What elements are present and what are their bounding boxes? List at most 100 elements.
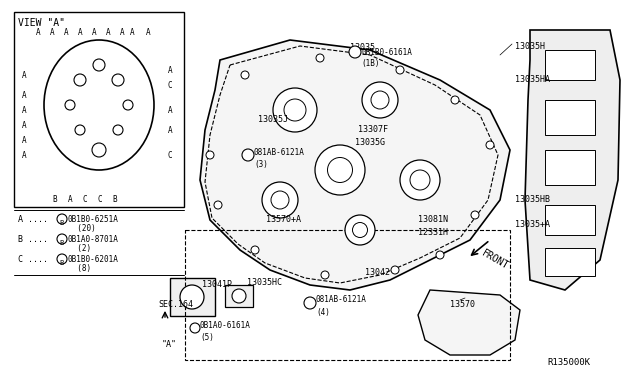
Text: B: B: [52, 195, 58, 204]
Text: A: A: [36, 28, 40, 37]
Text: SEC.164: SEC.164: [158, 300, 193, 309]
Circle shape: [112, 74, 124, 86]
Circle shape: [304, 297, 316, 309]
Text: A: A: [130, 28, 134, 37]
Text: 0B1A0-8701A: 0B1A0-8701A: [68, 235, 119, 244]
Text: (4): (4): [316, 308, 330, 317]
Bar: [545, 150, 595, 185]
Circle shape: [321, 271, 329, 279]
Text: "A": "A": [162, 340, 177, 349]
Text: 13035G: 13035G: [355, 138, 385, 147]
Circle shape: [232, 289, 246, 303]
Text: A: A: [22, 90, 26, 99]
Circle shape: [328, 157, 353, 183]
Polygon shape: [418, 290, 520, 355]
Bar: [170, 278, 215, 316]
Text: 13570: 13570: [450, 300, 475, 309]
Text: (20): (20): [68, 224, 96, 233]
Circle shape: [410, 170, 430, 190]
Circle shape: [93, 59, 105, 71]
Text: A: A: [22, 71, 26, 80]
Text: 13035H: 13035H: [515, 42, 545, 51]
Text: 0B1B0-6201A: 0B1B0-6201A: [68, 255, 119, 264]
Text: C: C: [98, 195, 102, 204]
Text: C: C: [83, 195, 87, 204]
Circle shape: [349, 46, 361, 58]
Circle shape: [75, 125, 85, 135]
Circle shape: [345, 215, 375, 245]
Polygon shape: [525, 30, 620, 290]
Text: (3): (3): [254, 160, 268, 169]
Text: (1B): (1B): [361, 59, 380, 68]
Circle shape: [315, 145, 365, 195]
Circle shape: [57, 214, 67, 224]
Text: A: A: [68, 195, 72, 204]
Circle shape: [271, 191, 289, 209]
Circle shape: [113, 125, 123, 135]
Bar: [545, 50, 595, 80]
Text: (2): (2): [68, 244, 91, 253]
Circle shape: [57, 254, 67, 264]
Text: 13035HB: 13035HB: [515, 195, 550, 204]
Text: B: B: [60, 240, 64, 246]
Text: A: A: [168, 125, 172, 135]
Text: 13307F: 13307F: [358, 125, 388, 134]
Text: A: A: [120, 28, 124, 37]
FancyBboxPatch shape: [14, 12, 184, 207]
Text: A: A: [22, 121, 26, 129]
Text: A ....: A ....: [18, 215, 48, 224]
Text: A: A: [22, 135, 26, 144]
Circle shape: [251, 246, 259, 254]
Text: 081AB-6121A: 081AB-6121A: [316, 295, 367, 305]
Text: 0B1B0-6251A: 0B1B0-6251A: [68, 215, 119, 224]
Text: R135000K: R135000K: [547, 358, 590, 367]
Text: A: A: [22, 106, 26, 115]
Text: 13041P: 13041P: [202, 280, 232, 289]
Circle shape: [57, 234, 67, 244]
Circle shape: [471, 211, 479, 219]
Text: C ....: C ....: [18, 255, 48, 264]
Circle shape: [190, 323, 200, 333]
Circle shape: [262, 182, 298, 218]
Text: 12331H: 12331H: [418, 228, 448, 237]
Text: 13035+A: 13035+A: [515, 220, 550, 229]
Text: A: A: [106, 28, 110, 37]
Text: A: A: [146, 28, 150, 37]
Text: FRONT: FRONT: [480, 248, 511, 271]
Circle shape: [65, 100, 75, 110]
Circle shape: [391, 266, 399, 274]
Circle shape: [123, 100, 133, 110]
Polygon shape: [200, 40, 510, 290]
Circle shape: [396, 66, 404, 74]
Text: B ....: B ....: [18, 235, 48, 244]
Text: A: A: [168, 65, 172, 74]
Text: 0B1A0-6161A: 0B1A0-6161A: [200, 321, 251, 330]
Text: 13570+A: 13570+A: [266, 215, 301, 224]
Circle shape: [400, 160, 440, 200]
Text: A: A: [22, 151, 26, 160]
Text: 13042: 13042: [365, 268, 390, 277]
Circle shape: [353, 222, 367, 237]
Text: B: B: [113, 195, 117, 204]
Circle shape: [436, 251, 444, 259]
Text: VIEW "A": VIEW "A": [18, 18, 65, 28]
Text: B: B: [60, 260, 64, 266]
Circle shape: [74, 74, 86, 86]
Circle shape: [273, 88, 317, 132]
Text: A: A: [168, 106, 172, 115]
Bar: [545, 205, 595, 235]
Text: C: C: [168, 151, 172, 160]
Text: 13081N: 13081N: [418, 215, 448, 224]
Bar: [225, 285, 253, 307]
Text: 081AB-6121A: 081AB-6121A: [254, 148, 305, 157]
Text: A: A: [77, 28, 83, 37]
Text: 13035HA: 13035HA: [515, 75, 550, 84]
Text: 13035J: 13035J: [258, 115, 288, 124]
Text: A: A: [50, 28, 54, 37]
Bar: [545, 100, 595, 135]
Text: B: B: [60, 220, 64, 226]
Circle shape: [371, 91, 389, 109]
Circle shape: [92, 143, 106, 157]
Text: 0B1B0-6161A: 0B1B0-6161A: [361, 48, 412, 57]
Text: (5): (5): [200, 333, 214, 342]
